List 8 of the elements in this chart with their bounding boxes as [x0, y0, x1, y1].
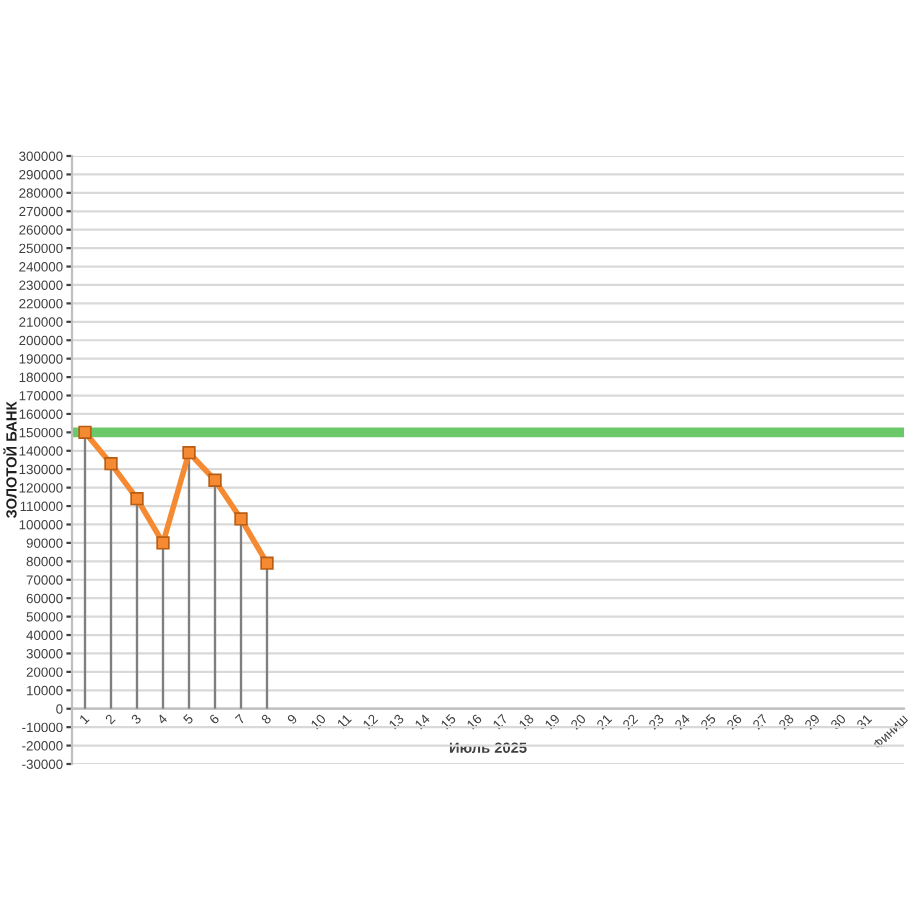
- point: [260, 556, 274, 570]
- point: [208, 473, 222, 487]
- point: [130, 492, 144, 506]
- point: [104, 457, 118, 471]
- point: [182, 445, 196, 460]
- point: [156, 536, 170, 550]
- point: [78, 425, 92, 440]
- point: [234, 512, 248, 526]
